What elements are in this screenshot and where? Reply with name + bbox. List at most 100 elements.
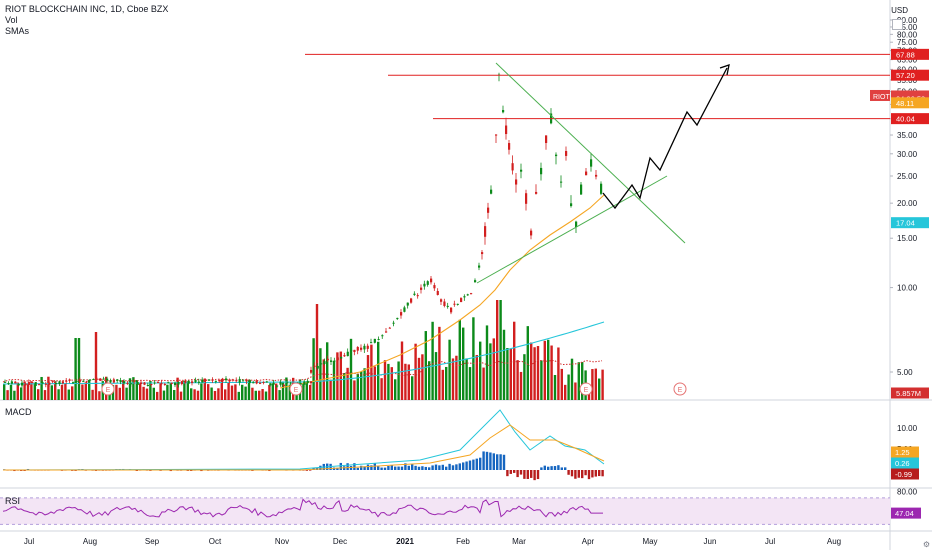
currency-label[interactable]: USD bbox=[891, 6, 908, 15]
volume-bar bbox=[159, 382, 162, 400]
volume-bar bbox=[264, 391, 268, 400]
price-badge bbox=[891, 69, 929, 81]
macd-histogram-bar bbox=[581, 470, 584, 479]
volume-bar bbox=[152, 387, 155, 400]
volume-bar bbox=[227, 382, 230, 400]
price-badge bbox=[891, 113, 929, 125]
rsi-label[interactable]: RSI bbox=[5, 496, 21, 506]
volume-bar bbox=[543, 340, 546, 400]
candle-body bbox=[167, 382, 170, 384]
volume-bar bbox=[122, 380, 125, 400]
volume-bar bbox=[37, 389, 40, 400]
volume-bar bbox=[186, 381, 189, 400]
candle-body bbox=[231, 379, 234, 381]
candle-body bbox=[92, 378, 95, 380]
candle-body bbox=[259, 382, 262, 384]
candle-body bbox=[336, 357, 339, 361]
volume-bar bbox=[353, 380, 356, 400]
candle-body bbox=[248, 380, 251, 383]
volume-bar bbox=[601, 369, 604, 400]
volume-bar bbox=[526, 326, 529, 400]
candle-body bbox=[75, 381, 78, 383]
volume-bar bbox=[404, 363, 407, 400]
candle-body bbox=[17, 384, 20, 386]
candle-body bbox=[416, 295, 419, 297]
volume-bar bbox=[115, 384, 118, 400]
price-badge-label: 48.11 bbox=[896, 99, 914, 108]
candle-body bbox=[48, 382, 51, 385]
volume-bar bbox=[230, 385, 234, 400]
price-badge-label: 57.20 bbox=[896, 71, 915, 80]
volume-bar bbox=[356, 373, 359, 400]
candle-body bbox=[242, 379, 245, 381]
macd-histogram-bar bbox=[513, 470, 516, 473]
candle-body bbox=[245, 379, 248, 382]
candle-body bbox=[555, 154, 558, 157]
candle-body bbox=[360, 347, 363, 350]
volume-bar bbox=[472, 317, 475, 400]
candle-body bbox=[310, 369, 313, 373]
candle-body bbox=[330, 360, 333, 362]
price-badge-label: 67.88 bbox=[896, 50, 915, 59]
legend-vol[interactable]: Vol bbox=[5, 15, 18, 25]
volume-bar bbox=[390, 367, 393, 400]
time-tick-label: Oct bbox=[209, 537, 222, 546]
volume-bar bbox=[210, 387, 213, 400]
candle-body bbox=[208, 379, 211, 381]
candle-body bbox=[262, 382, 265, 384]
candle-body bbox=[413, 293, 416, 295]
volume-bar bbox=[465, 358, 468, 400]
volume-bar bbox=[9, 384, 13, 400]
macd-histogram-bar bbox=[360, 465, 363, 470]
volume-bar bbox=[533, 347, 536, 400]
candle-body bbox=[487, 207, 490, 213]
volume-bar bbox=[125, 387, 128, 400]
volume-bar bbox=[319, 348, 322, 400]
macd-histogram-bar bbox=[482, 451, 485, 470]
candle-body bbox=[381, 335, 384, 337]
macd-histogram-bar bbox=[489, 452, 492, 470]
candle-body bbox=[502, 109, 505, 113]
macd-histogram-bar bbox=[468, 460, 472, 470]
candle-body bbox=[65, 380, 68, 382]
macd-histogram-bar bbox=[13, 470, 16, 472]
candle-body bbox=[333, 360, 336, 362]
volume-bar bbox=[278, 390, 281, 400]
scale-settings-icon[interactable] bbox=[892, 19, 903, 30]
macd-label[interactable]: MACD bbox=[5, 407, 32, 417]
candle-body bbox=[150, 384, 153, 386]
volume-bar bbox=[183, 380, 186, 400]
candle-body bbox=[201, 379, 204, 383]
volume-bar bbox=[88, 379, 91, 400]
legend-smas[interactable]: SMAs bbox=[5, 26, 30, 36]
volume-bar bbox=[288, 384, 291, 400]
price-tick-label: 65.00 bbox=[897, 56, 918, 65]
volume-bar bbox=[424, 331, 427, 400]
projection-arrow-line bbox=[602, 67, 728, 210]
macd-histogram-bar bbox=[387, 466, 390, 470]
macd-histogram-bar bbox=[370, 465, 373, 470]
candle-body bbox=[474, 280, 477, 283]
volume-bar bbox=[598, 378, 601, 400]
volume-bar bbox=[462, 327, 465, 400]
volume-bar bbox=[394, 379, 397, 400]
volume-bar bbox=[468, 367, 472, 400]
gear-icon[interactable]: ⚙ bbox=[922, 540, 930, 549]
volume-bar bbox=[247, 380, 251, 400]
chart-title: RIOT BLOCKCHAIN INC, 1D, Cboe BZX bbox=[5, 4, 169, 14]
candle-body bbox=[426, 281, 429, 285]
time-tick-label: 2021 bbox=[396, 537, 414, 546]
volume-bar bbox=[54, 381, 57, 400]
volume-bar bbox=[224, 389, 227, 400]
candle-body bbox=[252, 382, 255, 384]
volume-bar bbox=[553, 374, 557, 400]
volume-bar bbox=[91, 389, 94, 400]
macd-histogram-bar bbox=[434, 464, 438, 470]
candle-body bbox=[575, 221, 578, 228]
macd-histogram-bar bbox=[373, 463, 376, 470]
volume-bar bbox=[363, 368, 366, 400]
macd-histogram-bar bbox=[564, 467, 567, 470]
macd-histogram-bar bbox=[526, 470, 529, 479]
